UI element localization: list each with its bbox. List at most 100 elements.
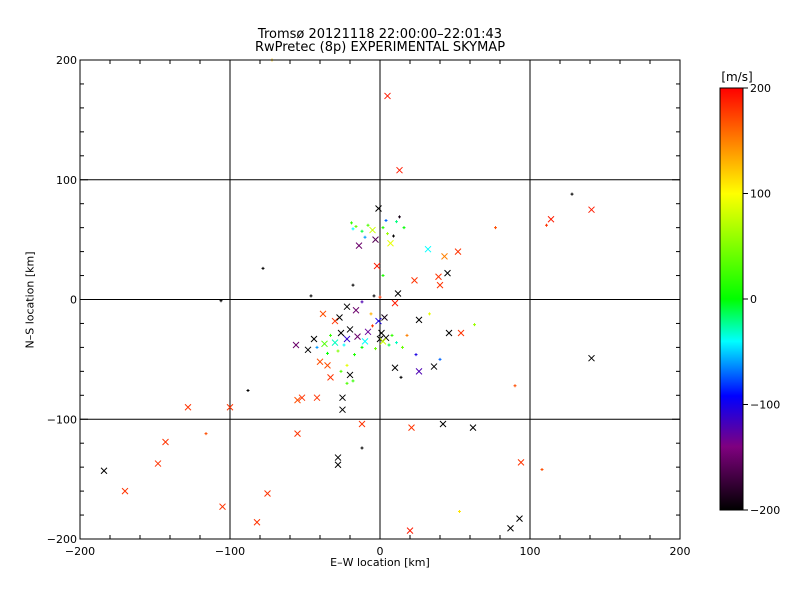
data-point [469,424,477,431]
data-point [343,335,351,343]
data-point [458,509,461,513]
data-point [398,215,401,219]
data-point [545,223,548,227]
y-tick-label: 100 [56,174,77,187]
data-point [516,515,523,522]
data-point [246,389,250,393]
data-point [438,357,442,361]
data-point [351,283,355,287]
data-point [337,329,345,337]
data-point [381,314,388,321]
data-point [226,403,234,411]
x-tick-label: 200 [670,545,691,558]
data-point [415,316,423,324]
data-point [346,371,354,379]
data-point [294,430,301,437]
data-point [253,518,261,526]
data-point [121,487,129,495]
x-axis-label: E–W location [km] [330,556,430,569]
data-point [507,524,514,532]
data-point [540,468,544,472]
data-point [387,343,391,347]
data-point [372,294,376,298]
data-point [402,226,406,230]
data-point [374,347,377,351]
data-point [454,248,462,255]
data-point [334,461,342,469]
data-point [363,235,367,239]
data-point [390,333,394,337]
data-point [428,312,431,316]
data-point [473,323,476,327]
data-point [405,333,409,337]
data-point [360,300,364,304]
data-point [395,341,398,345]
data-point [326,351,329,355]
x-tick-label: 100 [520,545,541,558]
data-point [457,329,465,337]
data-points [100,58,595,534]
data-point [354,333,361,340]
data-point [264,490,271,497]
data-point [358,420,366,428]
data-point [430,363,438,370]
data-point [331,339,339,346]
data-point [162,438,169,446]
grid-lines [80,60,680,539]
data-point [219,299,223,303]
data-point [395,220,398,224]
data-point [351,227,355,231]
data-point [436,281,444,289]
data-point [350,221,353,225]
data-point [381,226,385,230]
colorbar-unit-label: [m/s] [721,70,753,84]
data-point [313,394,321,402]
data-point [331,317,339,325]
data-point [154,460,162,467]
data-point [310,335,318,343]
data-point [351,379,355,383]
data-point [547,215,555,223]
data-point [439,420,447,428]
data-point [513,384,517,388]
data-point [401,345,404,349]
y-tick-label: −100 [47,413,77,426]
data-point [387,239,394,247]
data-point [381,274,385,278]
data-point [384,218,388,222]
data-point [339,369,343,373]
data-point [100,467,108,475]
data-point [411,276,418,284]
data-point [292,341,300,349]
data-point [399,375,403,379]
data-point [319,310,327,318]
data-point [360,229,364,233]
data-point [327,373,334,381]
data-point [386,232,389,236]
data-point [294,396,301,404]
data-point [353,353,356,357]
data-point [204,432,208,436]
data-point [588,354,595,362]
chart-title: Tromsø 20121118 22:00:00–22:01:43 [257,27,503,42]
data-point [371,324,374,328]
data-point [360,446,364,450]
data-point [343,303,351,311]
y-axis-label: N–S location [km] [23,251,37,349]
data-point [360,345,364,349]
y-tick-label: −200 [47,533,77,546]
data-point [261,266,265,270]
data-point [364,328,372,336]
data-point [304,346,312,354]
data-point [406,527,414,534]
data-point [414,353,418,357]
data-point [372,236,379,243]
data-point [361,338,369,345]
data-point [494,226,497,230]
axes-frame: −200−200 −100 −100 0 0 100 100 200 200 [47,54,691,558]
data-point [309,294,313,298]
data-point [336,314,343,321]
x-tick-label: −100 [215,545,245,558]
